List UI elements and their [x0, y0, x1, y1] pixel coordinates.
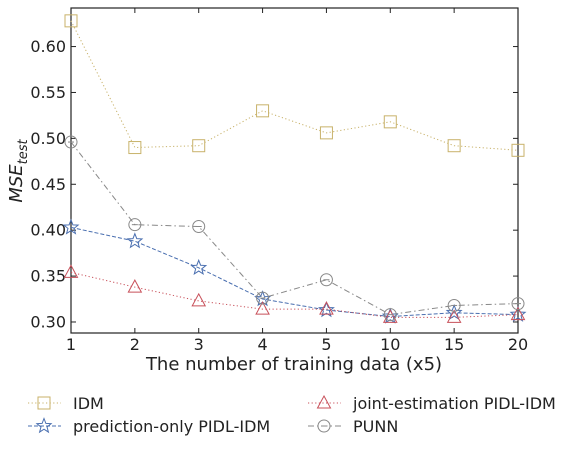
data-point-square	[319, 126, 333, 140]
data-point-star	[317, 301, 335, 318]
series-line-3	[70, 141, 519, 316]
legend: IDM prediction-only PIDL-IDM joint-estimat…	[28, 394, 556, 436]
y-tick-label: 0.60	[30, 37, 66, 56]
data-point-circle	[128, 218, 142, 232]
data-point-star	[445, 303, 463, 321]
data-point-triangle	[255, 301, 270, 315]
y-tick-label: 0.45	[30, 175, 66, 194]
data-point-star	[190, 258, 208, 276]
y-axis: 0.30 0.35 0.40 0.45 0.50 0.55 0.60	[30, 37, 518, 331]
y-axis-label: MSEtest	[6, 138, 31, 202]
data-point-triangle	[319, 301, 334, 315]
data-point-triangle	[382, 309, 398, 323]
data-point-square	[383, 115, 397, 129]
y-axis-label-main: MSE	[6, 164, 27, 203]
data-point-square	[511, 143, 525, 157]
data-point-triangle	[510, 306, 526, 321]
y-tick-label: 0.40	[30, 221, 66, 240]
y-tick-label: 0.50	[30, 129, 66, 148]
data-point-square	[192, 139, 206, 153]
data-point-circle	[319, 273, 333, 287]
x-tick-label: 1	[66, 335, 76, 354]
series-line-2	[70, 271, 519, 318]
data-point-star	[381, 307, 399, 324]
plot-area	[70, 7, 519, 334]
data-point-square	[256, 104, 270, 118]
x-tick-label: 3	[194, 335, 204, 354]
y-tick-label: 0.30	[30, 312, 66, 331]
x-tick-label: 20	[508, 335, 528, 354]
data-point-triangle	[446, 309, 462, 323]
data-point-triangle	[63, 264, 79, 278]
series-line-1	[70, 226, 519, 318]
legend-label: PUNN	[353, 417, 398, 436]
legend-marker-square	[37, 396, 51, 410]
legend-label: joint-estimation PIDL-IDM	[352, 394, 556, 413]
data-point-triangle	[191, 292, 207, 307]
legend-marker-star	[35, 417, 53, 434]
series-markers	[62, 14, 527, 324]
data-point-circle	[511, 297, 525, 311]
data-point-star	[62, 218, 80, 235]
data-point-square	[64, 14, 78, 28]
x-axis: 1 2 3 4 5 10 15 20	[66, 8, 528, 354]
y-tick-label: 0.35	[30, 267, 66, 286]
x-tick-label: 2	[130, 335, 140, 354]
legend-label: prediction-only PIDL-IDM	[73, 417, 270, 436]
data-point-circle	[383, 308, 397, 322]
legend-marker-circle	[317, 419, 331, 433]
x-tick-label: 10	[380, 335, 400, 354]
x-axis-label: The number of training data (x5)	[145, 354, 442, 375]
data-point-square	[447, 139, 461, 153]
data-point-circle	[192, 220, 206, 234]
series-lines	[70, 20, 519, 318]
data-point-square	[128, 141, 142, 155]
legend-marker-triangle	[316, 394, 332, 409]
x-tick-label: 4	[257, 335, 267, 354]
data-point-star	[509, 305, 527, 322]
y-axis-label-sub: test	[16, 138, 31, 164]
data-point-circle	[447, 298, 461, 312]
data-point-star	[126, 232, 144, 249]
legend-label: IDM	[73, 394, 104, 413]
data-point-circle	[64, 135, 78, 149]
x-tick-label: 5	[321, 335, 331, 354]
x-tick-label: 15	[444, 335, 464, 354]
y-tick-label: 0.55	[30, 83, 66, 102]
data-point-triangle	[127, 279, 143, 293]
data-point-circle	[256, 291, 270, 305]
